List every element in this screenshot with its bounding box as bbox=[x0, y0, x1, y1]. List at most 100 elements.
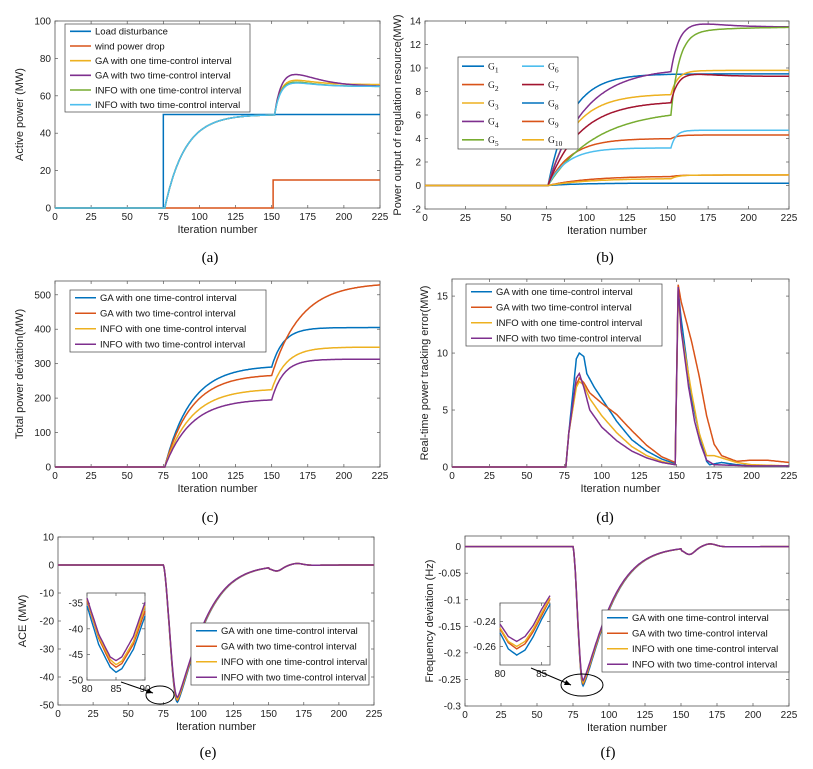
zoom-circle bbox=[145, 685, 175, 705]
x-tick-label: 0 bbox=[462, 710, 468, 721]
legend-label-subscript: 6 bbox=[555, 66, 559, 75]
inset-series-line bbox=[86, 597, 146, 662]
x-tick-label: 125 bbox=[227, 471, 244, 482]
legend-label: Load disturbance bbox=[95, 27, 168, 38]
y-tick-label: -0.15 bbox=[438, 622, 461, 633]
legend-label: INFO with one time-control interval bbox=[632, 644, 778, 655]
x-tick-label: 80 bbox=[494, 669, 506, 680]
x-tick-label: 225 bbox=[781, 471, 798, 482]
legend-label: INFO with two time-control interval bbox=[221, 673, 366, 684]
series-line-g10 bbox=[425, 174, 789, 187]
y-tick-label: 0 bbox=[442, 463, 448, 474]
x-tick-label: 75 bbox=[158, 709, 170, 720]
y-axis-label: Frequency deviation (Hz) bbox=[424, 560, 436, 683]
y-tick-label: 14 bbox=[410, 17, 422, 28]
zoom-circle bbox=[560, 673, 604, 697]
y-axis-label: Total power deviation(MW) bbox=[14, 309, 26, 439]
y-tick-label: -35 bbox=[69, 599, 84, 610]
x-tick-label: 25 bbox=[495, 710, 507, 721]
legend-label-base: G bbox=[548, 81, 555, 91]
legend-label: INFO with two time-control interval bbox=[100, 340, 245, 351]
x-tick-label: 75 bbox=[559, 471, 571, 482]
y-tick-label: 10 bbox=[43, 533, 55, 544]
y-tick-label: 20 bbox=[40, 166, 52, 177]
zoom-arrow-head bbox=[146, 688, 153, 694]
y-tick-label: 5 bbox=[442, 406, 448, 417]
y-tick-label: -2 bbox=[412, 205, 421, 216]
x-tick-label: 100 bbox=[578, 213, 595, 224]
x-tick-label: 100 bbox=[191, 212, 208, 223]
y-tick-label: -50 bbox=[69, 676, 84, 687]
y-tick-label: 10 bbox=[410, 64, 422, 75]
x-tick-label: 75 bbox=[158, 471, 170, 482]
y-tick-label: -0.1 bbox=[444, 595, 462, 606]
series-line-info-with-two-time-control-interval bbox=[55, 358, 380, 468]
legend-label-base: G bbox=[488, 63, 495, 73]
legend-box bbox=[69, 289, 267, 353]
legend-box bbox=[465, 283, 663, 347]
x-tick-label: 50 bbox=[521, 471, 533, 482]
x-tick-label: 175 bbox=[299, 212, 316, 223]
legend-label: GA with two time-control interval bbox=[632, 629, 768, 640]
y-tick-label: 0 bbox=[455, 542, 461, 553]
y-axis-label: Active power (MW) bbox=[14, 68, 26, 161]
x-tick-label: 175 bbox=[700, 213, 717, 224]
legend-label: G4 bbox=[488, 118, 499, 130]
y-tick-label: 8 bbox=[415, 87, 421, 98]
legend-label-base: G bbox=[548, 136, 555, 146]
y-tick-label: 500 bbox=[34, 290, 51, 301]
x-axis-label: Iteration number bbox=[567, 225, 647, 237]
x-tick-label: 50 bbox=[122, 212, 134, 223]
legend-label: GA with two time-control interval bbox=[221, 642, 357, 653]
legend-label-subscript: 10 bbox=[555, 139, 563, 148]
y-tick-label: 2 bbox=[415, 158, 421, 169]
x-tick-label: 85 bbox=[110, 684, 122, 695]
chart-e: 0 25 50 75 100 125 150 175 200 225-50-40-30-20-10… bbox=[17, 533, 383, 762]
legend-label: G6 bbox=[548, 63, 559, 75]
x-axis-label: Iteration number bbox=[580, 483, 660, 495]
legend-box bbox=[190, 622, 370, 686]
legend-label: G10 bbox=[548, 136, 563, 148]
panel-caption: (d) bbox=[596, 510, 614, 526]
inset-series-line bbox=[86, 605, 146, 674]
x-tick-label: 125 bbox=[227, 212, 244, 223]
zoom-arrow-head bbox=[564, 679, 571, 685]
legend-label: GA with two time-control interval bbox=[100, 309, 236, 320]
y-axis-label: Power output of regulation resource(MW) bbox=[392, 14, 404, 215]
y-tick-label: -0.2 bbox=[444, 648, 462, 659]
legend-label-subscript: 9 bbox=[555, 121, 559, 130]
series-line-info-with-two-time-control-interval bbox=[55, 82, 380, 209]
legend-label-subscript: 3 bbox=[495, 102, 499, 111]
y-tick-label: 10 bbox=[437, 349, 449, 360]
legend-label: GA with one time-control interval bbox=[221, 626, 358, 637]
legend-label: G3 bbox=[488, 99, 499, 111]
legend-label: G9 bbox=[548, 118, 559, 130]
legend-label: GA with two time-control interval bbox=[496, 303, 632, 314]
legend-label: GA with one time-control interval bbox=[100, 293, 237, 304]
legend-label: GA with one time-control interval bbox=[632, 613, 769, 624]
legend-label: INFO with two time-control interval bbox=[95, 100, 240, 111]
x-tick-label: 100 bbox=[601, 710, 618, 721]
y-tick-label: -10 bbox=[40, 589, 55, 600]
inset-series-line bbox=[86, 598, 146, 666]
y-tick-label: 60 bbox=[40, 91, 52, 102]
x-tick-label: 80 bbox=[81, 684, 93, 695]
x-tick-label: 25 bbox=[460, 213, 472, 224]
y-tick-label: 0 bbox=[45, 204, 51, 215]
x-tick-label: 150 bbox=[260, 709, 277, 720]
inset-series-line bbox=[499, 595, 551, 643]
chart-b: 0 25 50 75 100 125 150 175 200 225-202468101214It… bbox=[392, 14, 798, 266]
x-tick-label: 25 bbox=[86, 212, 98, 223]
legend-label-subscript: 2 bbox=[495, 84, 499, 93]
x-tick-label: 150 bbox=[668, 471, 685, 482]
y-tick-label: -40 bbox=[40, 673, 55, 684]
legend-label-subscript: 7 bbox=[555, 84, 559, 93]
x-tick-label: 50 bbox=[531, 710, 543, 721]
x-tick-label: 200 bbox=[331, 709, 348, 720]
x-tick-label: 125 bbox=[225, 709, 242, 720]
legend-label: INFO with one time-control interval bbox=[496, 318, 642, 329]
x-tick-label: 150 bbox=[263, 212, 280, 223]
x-tick-label: 175 bbox=[295, 709, 312, 720]
panel-caption: (f) bbox=[601, 745, 616, 761]
legend-label-subscript: 8 bbox=[555, 102, 559, 111]
